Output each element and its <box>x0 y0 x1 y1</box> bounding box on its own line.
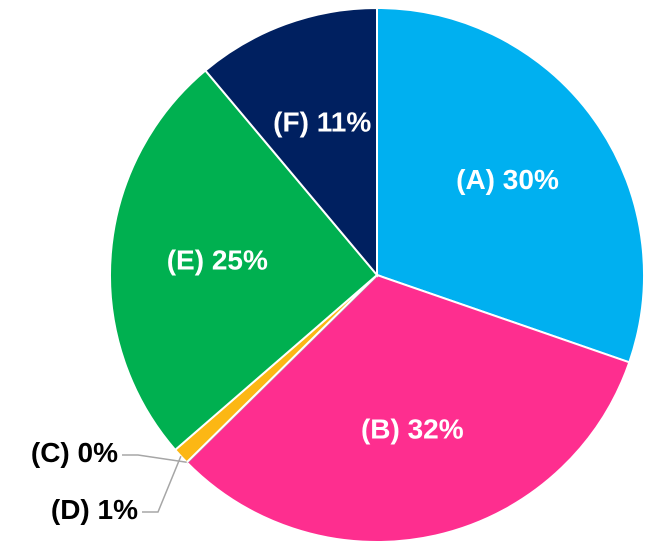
category-label: (A) <box>456 164 495 195</box>
value-label: 1% <box>98 494 139 525</box>
slice-label: (E) 25% <box>167 245 268 276</box>
value-label: 0% <box>78 437 119 468</box>
category-label: (C) <box>31 437 70 468</box>
value-label: 32% <box>408 414 464 445</box>
slice-label: (B) 32% <box>361 414 464 445</box>
category-label: (D) <box>51 494 90 525</box>
category-label: (E) <box>167 245 204 276</box>
pie-slice <box>109 69 379 452</box>
value-label: 25% <box>212 245 268 276</box>
value-label: 30% <box>503 164 559 195</box>
pie-slice <box>185 273 631 543</box>
leader-line <box>142 455 182 513</box>
pie-slice <box>203 6 378 278</box>
category-label: (B) <box>361 414 400 445</box>
value-label: 11% <box>317 107 372 138</box>
leader-line <box>122 454 187 464</box>
slice-label: (F) 11% <box>273 107 371 138</box>
category-label: (F) <box>273 107 309 138</box>
slice-label: (A) 30% <box>456 164 559 195</box>
pie-slice <box>376 6 645 364</box>
slice-label: (D) 1% <box>51 494 138 525</box>
labels: (A) 30% (B) 32% (C) 0% (D) 1% (E) 25% (F) 11% <box>31 107 559 526</box>
slice-label: (C) 0% <box>31 437 118 468</box>
